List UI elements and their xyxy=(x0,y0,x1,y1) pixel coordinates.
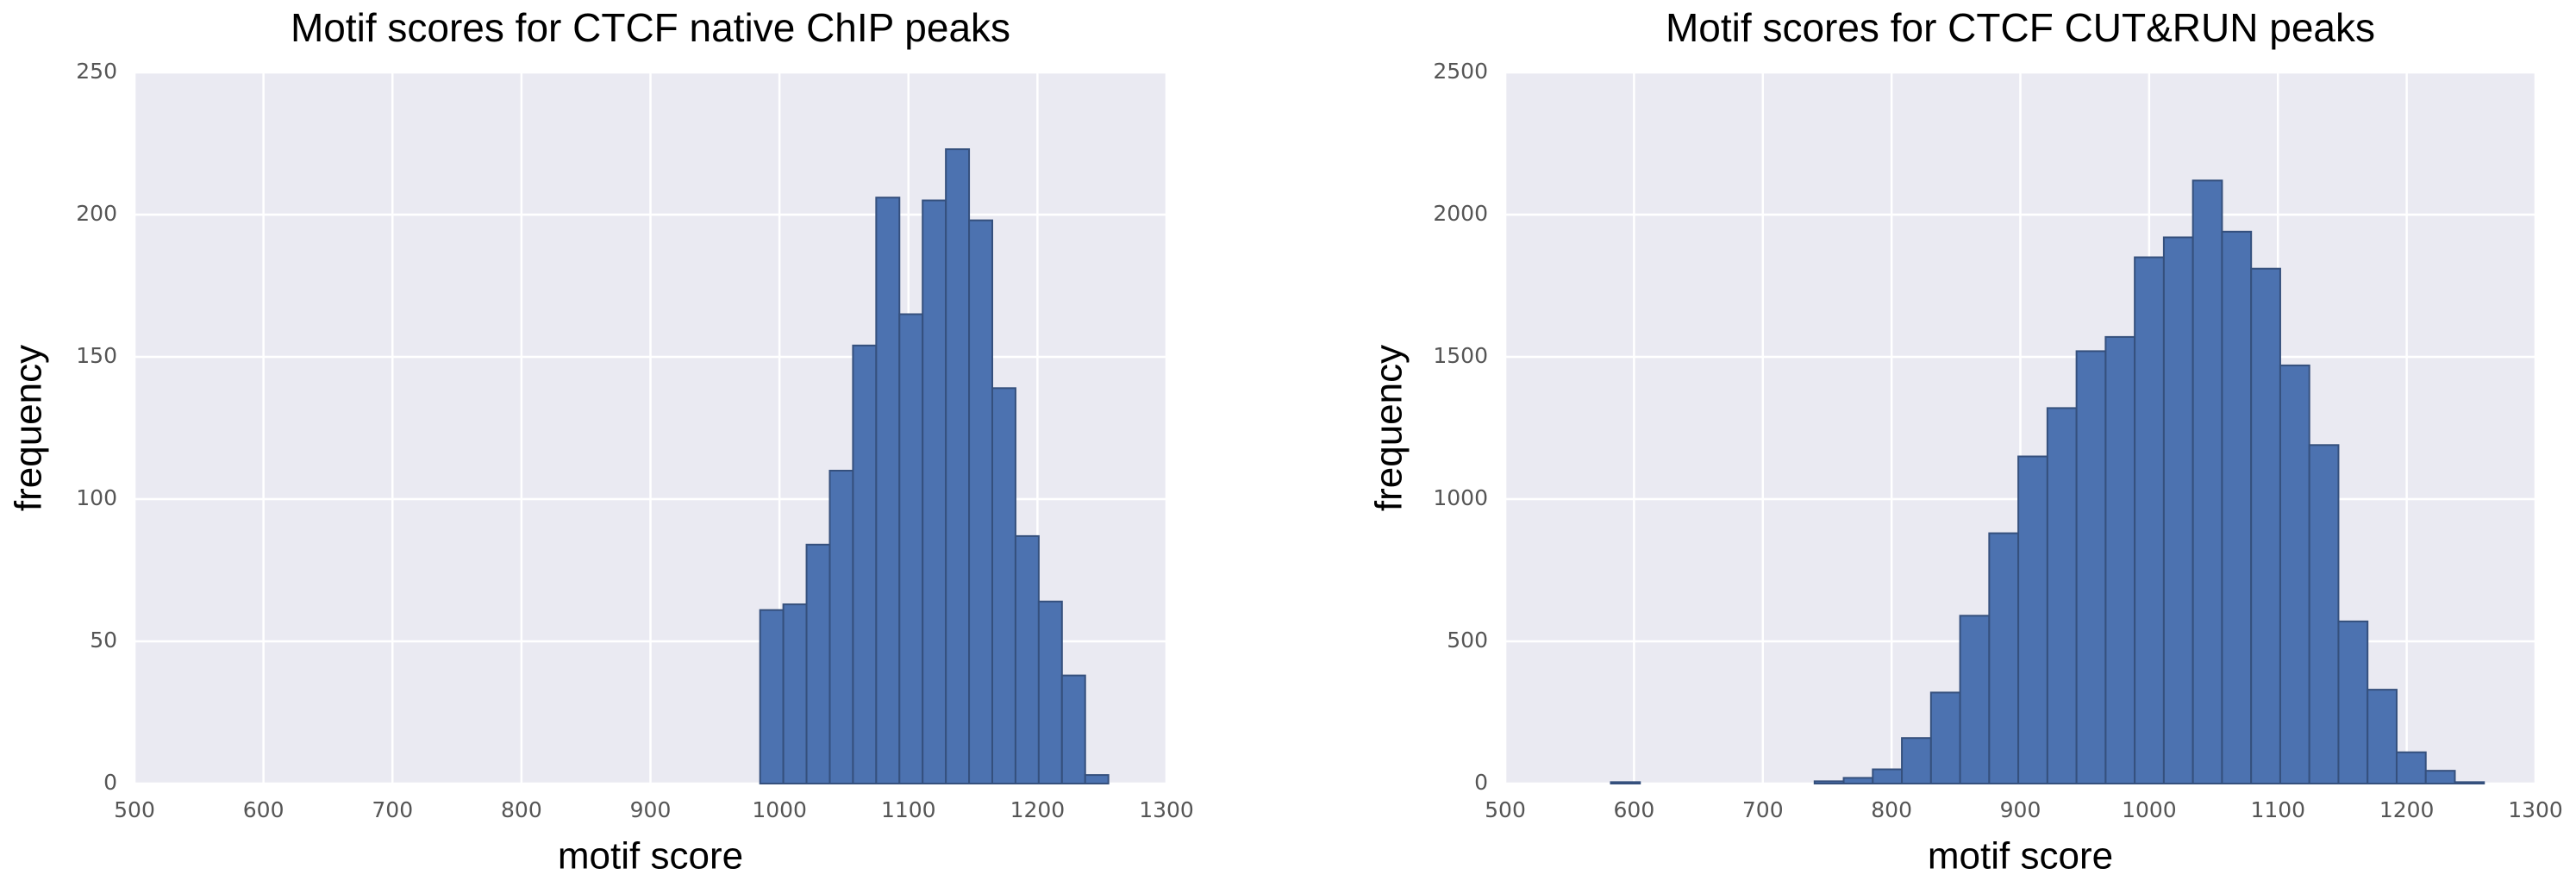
bar xyxy=(2250,267,2281,784)
bar xyxy=(1988,532,2020,784)
bar xyxy=(852,344,878,784)
bar xyxy=(2191,179,2223,784)
bar xyxy=(805,543,831,784)
bar xyxy=(2454,781,2485,784)
bar xyxy=(2104,335,2136,784)
bar xyxy=(759,609,785,785)
y-tick-label: 0 xyxy=(1474,770,1488,795)
bar xyxy=(1610,781,1641,784)
x-tick-label: 1200 xyxy=(2379,797,2435,822)
y-axis-label: frequency xyxy=(8,345,50,511)
x-tick-label: 1100 xyxy=(881,797,936,822)
x-tick-label: 1000 xyxy=(2122,797,2177,822)
bar xyxy=(1060,674,1086,784)
bar xyxy=(1842,777,1874,785)
bar xyxy=(828,470,854,784)
bar xyxy=(2424,770,2456,785)
x-tick-label: 900 xyxy=(630,797,672,822)
chart-title: Motif scores for CTCF CUT&RUN peaks xyxy=(1666,5,2375,50)
x-axis-label: motif score xyxy=(1928,835,2113,878)
bar xyxy=(1014,534,1040,785)
bar xyxy=(1037,600,1063,784)
bar xyxy=(2162,236,2194,784)
bar xyxy=(898,313,924,784)
x-tick-label: 700 xyxy=(372,797,413,822)
x-tick-label: 800 xyxy=(1871,797,1912,822)
bar xyxy=(2221,230,2253,784)
bar xyxy=(2017,455,2048,784)
y-tick-label: 250 xyxy=(76,59,117,84)
x-tick-label: 1200 xyxy=(1010,797,1066,822)
bar xyxy=(991,387,1016,784)
bar xyxy=(1084,774,1110,784)
bar xyxy=(922,199,947,784)
x-tick-label: 1000 xyxy=(752,797,807,822)
bar xyxy=(2134,256,2165,784)
bar xyxy=(875,197,901,784)
x-axis-label: motif score xyxy=(558,835,743,878)
bar xyxy=(2279,364,2310,784)
x-tick-label: 500 xyxy=(114,797,155,822)
chart-title: Motif scores for CTCF native ChIP peaks xyxy=(291,5,1010,50)
y-tick-label: 200 xyxy=(76,201,117,226)
bar xyxy=(2337,620,2369,785)
bar xyxy=(1813,780,1845,784)
x-tick-label: 700 xyxy=(1742,797,1784,822)
bar xyxy=(2075,350,2107,784)
y-tick-label: 1500 xyxy=(1433,343,1488,368)
bar xyxy=(968,219,994,785)
bar xyxy=(1959,615,1991,784)
bar xyxy=(2046,407,2078,784)
y-tick-label: 150 xyxy=(76,343,117,368)
y-tick-label: 100 xyxy=(76,485,117,510)
x-tick-label: 600 xyxy=(243,797,284,822)
bar xyxy=(1929,691,1961,785)
x-tick-label: 600 xyxy=(1614,797,1655,822)
x-tick-label: 1100 xyxy=(2250,797,2305,822)
y-tick-label: 50 xyxy=(90,628,117,653)
x-tick-label: 900 xyxy=(2000,797,2041,822)
x-tick-label: 1300 xyxy=(2508,797,2563,822)
bar xyxy=(782,603,808,784)
y-axis-label: frequency xyxy=(1368,345,1410,511)
bar xyxy=(1901,737,1932,785)
bar xyxy=(2367,689,2398,784)
y-tick-label: 0 xyxy=(103,770,117,795)
x-tick-label: 500 xyxy=(1485,797,1526,822)
x-tick-label: 1300 xyxy=(1139,797,1194,822)
y-tick-label: 500 xyxy=(1447,628,1488,653)
y-tick-label: 2000 xyxy=(1433,201,1488,226)
y-tick-label: 2500 xyxy=(1433,59,1488,84)
x-tick-label: 800 xyxy=(501,797,542,822)
bar xyxy=(945,148,971,785)
bar xyxy=(2395,751,2427,785)
bar xyxy=(1872,768,1904,784)
y-tick-label: 1000 xyxy=(1433,485,1488,510)
bar xyxy=(2308,444,2340,784)
